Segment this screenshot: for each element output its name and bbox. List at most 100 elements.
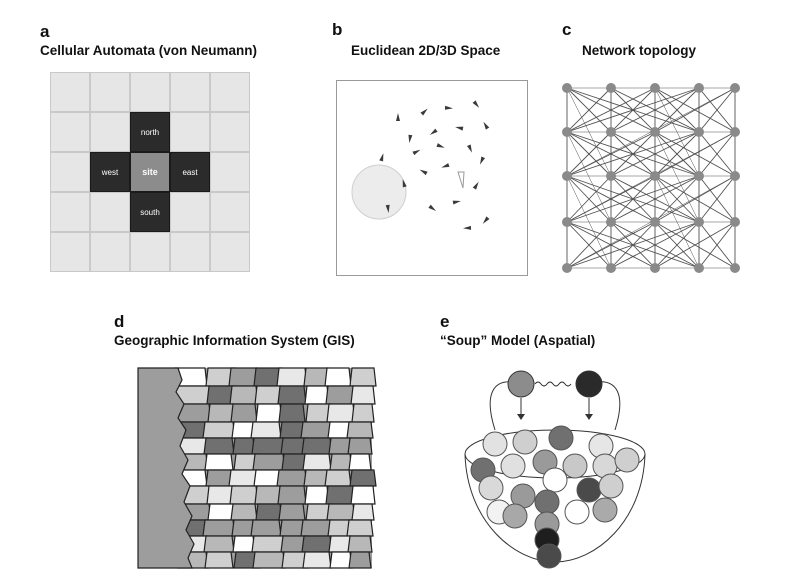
soup-agent (592, 497, 618, 523)
agent-marker (436, 143, 445, 148)
agent-marker (463, 225, 472, 230)
gis-region (304, 385, 330, 405)
panel-d-title: Geographic Information System (GIS) (114, 333, 355, 348)
gis-region (278, 403, 306, 423)
panel-e-title: “Soup” Model (Aspatial) (440, 333, 596, 348)
gis-region (203, 437, 235, 455)
gis-region (346, 519, 374, 537)
gis-region (324, 367, 352, 387)
grid-cell (130, 72, 170, 112)
gis-region (255, 503, 283, 521)
panel-a-title: Cellular Automata (von Neumann) (40, 43, 258, 58)
euclidean-space (336, 80, 528, 276)
gis-region (230, 503, 258, 521)
network-node (694, 263, 704, 273)
panel-a-letter: a (40, 22, 50, 41)
network-node (562, 263, 572, 273)
gis-region (326, 403, 356, 423)
agent-marker (472, 100, 480, 108)
agent-selected-left (507, 370, 535, 398)
gis-region (252, 551, 286, 569)
gis-region (302, 453, 332, 471)
gis-region (277, 385, 307, 405)
agent-marker (444, 105, 453, 110)
network-node (606, 127, 616, 137)
grid-cell (90, 72, 130, 112)
agent-marker (408, 134, 413, 143)
agent-selected-right (575, 370, 603, 398)
grid-cell (210, 152, 250, 192)
agent-marker (479, 156, 486, 165)
grid-cell (90, 232, 130, 272)
grid-cell (50, 72, 90, 112)
grid-cell (170, 232, 210, 272)
network-node (730, 263, 740, 273)
grid-cell (210, 112, 250, 152)
gis-region (229, 485, 259, 505)
panel-c-title: Network topology (582, 43, 696, 58)
soup-agent (500, 453, 526, 479)
panel-d-letter: d (114, 312, 125, 331)
agent-marker (428, 204, 437, 211)
grid-cell (170, 112, 210, 152)
network-node (562, 127, 572, 137)
gis-region (346, 421, 374, 439)
panel-b-letter: b (332, 20, 343, 39)
gis-region (204, 453, 234, 471)
agent-marker (472, 181, 479, 190)
gis-region (302, 551, 332, 569)
gis-region (347, 535, 373, 553)
agent-marker (385, 204, 390, 213)
arrow-down-icon (517, 414, 525, 420)
network-node (730, 127, 740, 137)
gis-region (230, 403, 258, 423)
soup-agent (562, 453, 588, 479)
grid-cell (50, 112, 90, 152)
soup-agent (534, 489, 560, 515)
grid-cell (210, 72, 250, 112)
network-node (562, 83, 572, 93)
grid-cell (210, 232, 250, 272)
network-node (650, 217, 660, 227)
gis-region (349, 367, 377, 387)
soup-agent (548, 425, 574, 451)
site-cell: site (130, 152, 170, 192)
soup-agent (512, 429, 538, 455)
south-cell: south (130, 192, 170, 232)
cellular-automata-grid: north west site east south (50, 72, 250, 272)
gis-region (348, 551, 372, 569)
gis-region (278, 503, 306, 521)
interaction-wave (534, 381, 572, 387)
gis-region (348, 453, 372, 471)
soup-agent (564, 499, 590, 525)
neighborhood-radius (351, 164, 407, 220)
gis-region (276, 367, 308, 387)
network-node (694, 127, 704, 137)
soup-agent (502, 503, 528, 529)
agent-marker (455, 126, 464, 131)
agent-marker (429, 128, 438, 135)
grid-cell (90, 192, 130, 232)
soup-agent (614, 447, 640, 473)
gis-region (202, 421, 236, 439)
gis-region (301, 437, 333, 455)
grid-cell (170, 192, 210, 232)
gis-region (350, 385, 376, 405)
network-node (650, 171, 660, 181)
gis-region (250, 519, 282, 537)
network-node (730, 83, 740, 93)
network-node (730, 171, 740, 181)
panel-b-title: Euclidean 2D/3D Space (351, 43, 501, 58)
gis-region (326, 503, 356, 521)
gis-region (349, 469, 377, 487)
west-cell: west (90, 152, 130, 192)
soup-agent (478, 475, 504, 501)
network-node (694, 171, 704, 181)
gis-region (277, 485, 307, 505)
panel-c-letter: c (562, 20, 572, 39)
network-node (562, 217, 572, 227)
east-cell: east (170, 152, 210, 192)
gis-region (250, 421, 282, 439)
gis-region (202, 519, 236, 537)
agent-marker (419, 169, 428, 176)
